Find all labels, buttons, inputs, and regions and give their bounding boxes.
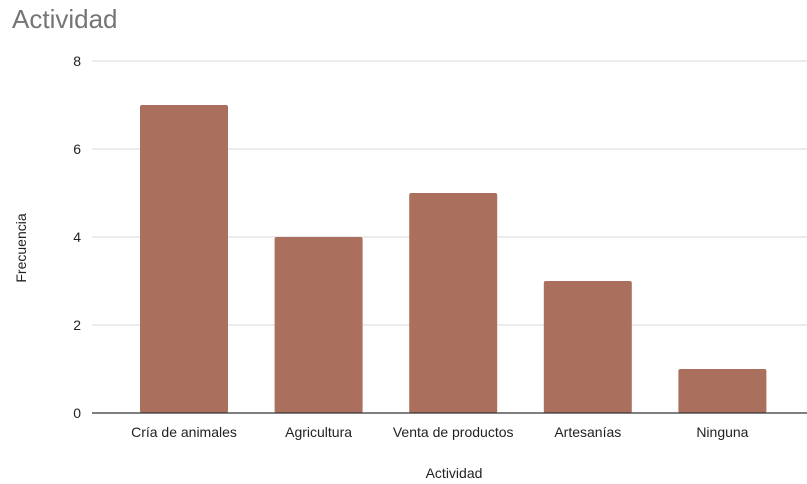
y-axis-label: Frecuencia: [13, 213, 29, 282]
chart-title: Actividad: [12, 4, 118, 34]
x-tick-label: Artesanías: [554, 424, 621, 440]
y-tick-label: 2: [73, 317, 81, 333]
bar: [543, 281, 632, 413]
bar: [274, 237, 363, 413]
x-axis-ticks: Cría de animales Agricultura Venta de prod…: [131, 424, 749, 440]
bar: [678, 369, 767, 413]
x-tick-label: Venta de productos: [393, 424, 514, 440]
x-tick-label: Agricultura: [285, 424, 352, 440]
bar: [409, 193, 498, 413]
x-tick-label: Ninguna: [696, 424, 748, 440]
x-axis-label: Actividad: [426, 465, 483, 481]
y-tick-label: 0: [73, 405, 81, 421]
bars: [140, 105, 767, 413]
x-tick-label: Cría de animales: [131, 424, 237, 440]
y-axis-ticks: 0 2 4 6 8: [73, 53, 81, 421]
y-tick-label: 8: [73, 53, 81, 69]
bar: [140, 105, 228, 413]
y-tick-label: 4: [73, 229, 81, 245]
y-tick-label: 6: [73, 141, 81, 157]
